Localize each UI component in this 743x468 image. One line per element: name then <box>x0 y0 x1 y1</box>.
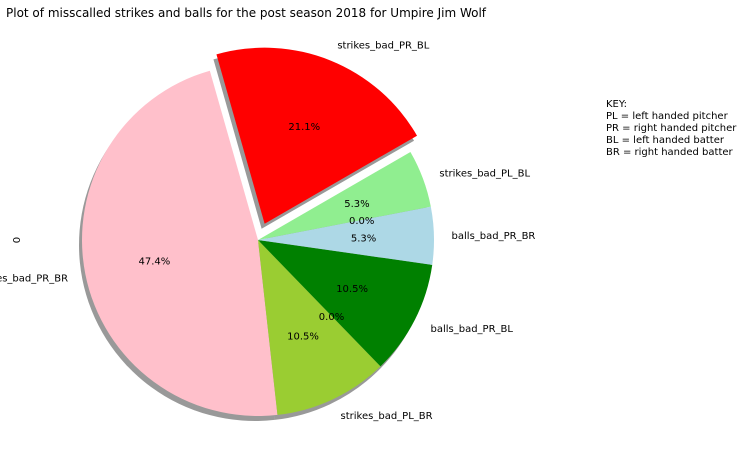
slice-pct-balls-bad-pr-br: 5.3% <box>351 233 376 244</box>
y-axis-label: 0 <box>12 237 23 243</box>
slice-label-strikes-bad-pr-bl: strikes_bad_PR_BL <box>337 40 429 51</box>
key-line-br: BR = right handed batter <box>606 147 734 158</box>
slice-labels: strikes_bad_PR_BL 21.1% strikes_bad_PR_BR 4… <box>0 40 535 422</box>
slice-strikes-bad-pr-br <box>81 70 278 417</box>
slice-pct-zero-3: 0.0% <box>319 312 344 323</box>
slices <box>81 47 434 417</box>
slice-strikes-bad-pr-bl <box>216 47 418 224</box>
chart-title: Plot of misscalled strikes and balls for… <box>6 6 487 20</box>
slice-balls-bad-pr-br <box>258 206 434 265</box>
slice-pct-strikes-bad-pr-bl: 21.1% <box>288 122 320 133</box>
slice-pct-strikes-bad-pl-br: 10.5% <box>287 332 319 343</box>
slice-pct-zero-6: 0.0% <box>349 216 374 227</box>
key-line-pl: PL = left handed pitcher <box>606 111 729 122</box>
key-line-bl: BL = left handed batter <box>606 135 725 146</box>
slice-strikes-bad-pl-br <box>258 240 381 415</box>
key-line-pr: PR = right handed pitcher <box>606 123 737 134</box>
slice-label-balls-bad-pr-bl: balls_bad_PR_BL <box>430 324 513 335</box>
slice-balls-bad-pr-bl <box>258 240 433 367</box>
key-legend: KEY: PL = left handed pitcher PR = right… <box>606 99 737 158</box>
slice-label-balls-bad-pr-br: balls_bad_PR_BR <box>452 231 536 242</box>
slice-pct-balls-bad-pr-bl: 10.5% <box>336 284 368 295</box>
slice-label-strikes-bad-pl-br: strikes_bad_PL_BR <box>341 411 433 422</box>
slice-label-strikes-bad-pl-bl: strikes_bad_PL_BL <box>439 168 530 179</box>
slice-strikes-bad-pl-bl <box>258 152 431 240</box>
slice-pct-strikes-bad-pl-bl: 5.3% <box>344 199 369 210</box>
slice-label-strikes-bad-pr-br: strikes_bad_PR_BR <box>0 273 68 284</box>
key-heading: KEY: <box>606 99 627 110</box>
slice-pct-strikes-bad-pr-br: 47.4% <box>138 256 170 267</box>
